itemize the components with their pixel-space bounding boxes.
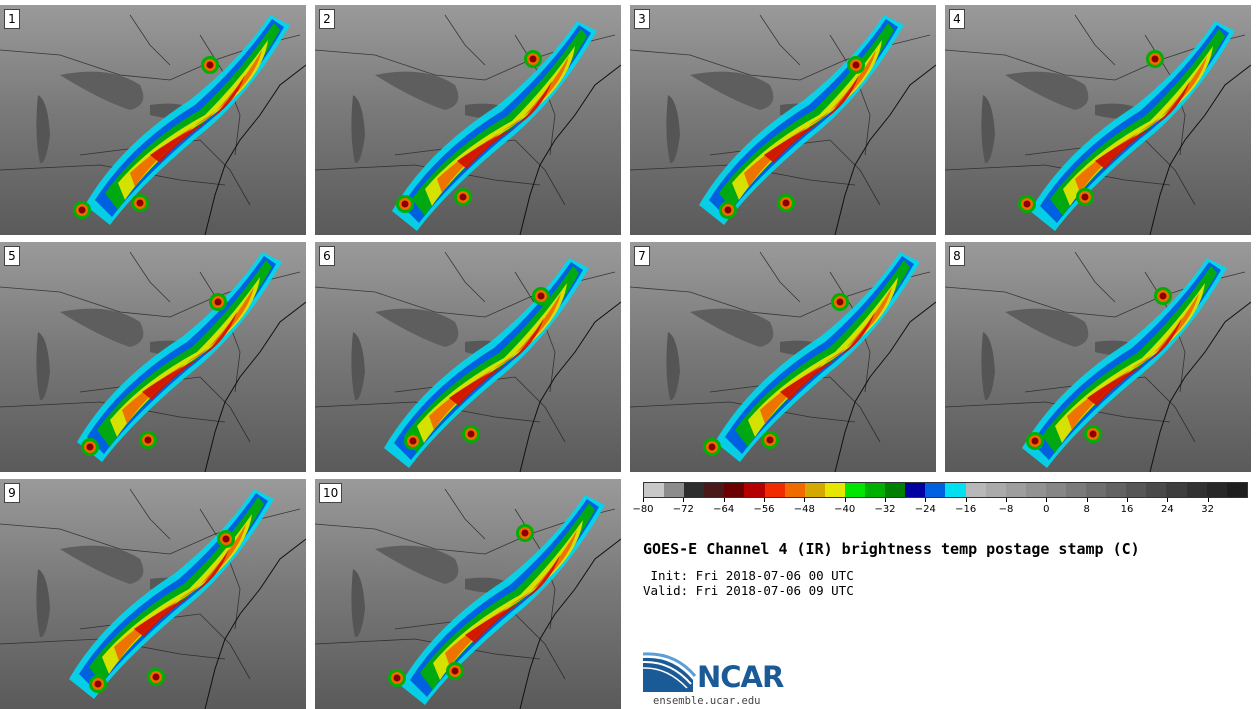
panel-number: 9 xyxy=(4,483,20,503)
colorbar-tick xyxy=(1046,498,1048,502)
postage-stamp-panel: 1 xyxy=(0,5,306,235)
colorbar-tick xyxy=(723,498,725,502)
colorbar-tick-label: −64 xyxy=(713,504,735,515)
panel-number: 8 xyxy=(949,246,965,266)
colorbar-tick-label: 24 xyxy=(1160,504,1174,515)
colorbar-segment xyxy=(945,483,966,497)
colorbar-segment xyxy=(704,483,725,497)
colorbar-segment xyxy=(925,483,946,497)
panel-number: 7 xyxy=(634,246,650,266)
colorbar-tick-label: −8 xyxy=(998,504,1014,515)
colorbar-tick-label: 0 xyxy=(1043,504,1050,515)
ncar-logo-icon xyxy=(643,652,697,692)
colorbar-tick xyxy=(1086,498,1088,502)
postage-stamp-panel: 9 xyxy=(0,479,306,709)
panel-number: 5 xyxy=(4,246,20,266)
panel-number: 10 xyxy=(319,483,343,503)
colorbar-segment xyxy=(724,483,745,497)
panel-number: 4 xyxy=(949,9,965,29)
brightness-temp-map xyxy=(945,242,1251,472)
colorbar-segment xyxy=(1025,483,1046,497)
colorbar-segment xyxy=(1166,483,1187,497)
site-url: ensemble.ucar.edu xyxy=(653,695,761,707)
colorbar-tick-label: 32 xyxy=(1201,504,1215,515)
brightness-temp-map xyxy=(0,479,306,709)
colorbar-tick xyxy=(1127,498,1128,502)
colorbar-tick xyxy=(804,498,806,502)
colorbar-segment xyxy=(1186,483,1207,497)
colorbar-tick-label: −24 xyxy=(914,504,936,515)
colorbar-tick xyxy=(925,498,927,502)
colorbar-tick-label: −32 xyxy=(874,504,896,515)
colorbar-segment xyxy=(744,483,765,497)
brightness-temp-map xyxy=(0,5,306,235)
brightness-temp-map xyxy=(315,242,621,472)
panel-number: 2 xyxy=(319,9,335,29)
brightness-temp-map xyxy=(630,242,936,472)
colorbar-segment xyxy=(844,483,866,497)
colorbar-tick-label: −48 xyxy=(793,504,815,515)
colorbar-tick-label: 16 xyxy=(1120,504,1134,515)
colorbar-tick-label: −80 xyxy=(632,504,654,515)
colorbar-segment xyxy=(804,483,825,497)
colorbar-segment xyxy=(865,483,886,497)
postage-stamp-panel: 4 xyxy=(945,5,1251,235)
valid-time: Valid: Fri 2018-07-06 09 UTC xyxy=(643,583,854,598)
colorbar-tick xyxy=(1167,498,1169,502)
logo-text: NCAR xyxy=(697,660,784,694)
panel-number: 3 xyxy=(634,9,650,29)
brightness-temp-map xyxy=(630,5,936,235)
colorbar-segment xyxy=(664,483,685,497)
colorbar-tick-label: −40 xyxy=(834,504,856,515)
colorbar-tick-label: −16 xyxy=(955,504,977,515)
figure-title: GOES-E Channel 4 (IR) brightness temp po… xyxy=(643,540,1140,558)
colorbar-segment xyxy=(684,483,705,497)
panel-number: 1 xyxy=(4,9,20,29)
colorbar-tick xyxy=(764,498,765,502)
colorbar-tick-label: −56 xyxy=(753,504,775,515)
colorbar-ticks: −80 −72 −64 −56 −48 −40 −32 −24 −16 −8 0 8 16 24 32 xyxy=(632,498,1248,520)
postage-stamp-panel: 2 xyxy=(315,5,621,235)
postage-stamp-panel: 3 xyxy=(630,5,936,235)
colorbar-segment xyxy=(1146,483,1167,497)
postage-stamp-panel: 7 xyxy=(630,242,936,472)
colorbar xyxy=(643,482,1248,498)
panel-number: 6 xyxy=(319,246,335,266)
colorbar-segment xyxy=(824,483,845,497)
postage-stamp-panel: 8 xyxy=(945,242,1251,472)
colorbar-tick-label: −72 xyxy=(672,504,694,515)
colorbar-tick xyxy=(643,498,644,502)
colorbar-tick-label: 8 xyxy=(1083,504,1090,515)
brightness-temp-map xyxy=(0,242,306,472)
postage-stamp-panel: 5 xyxy=(0,242,306,472)
colorbar-segment xyxy=(985,483,1006,497)
brightness-temp-map xyxy=(315,5,621,235)
colorbar-segment xyxy=(905,483,926,497)
colorbar-segment xyxy=(1126,483,1147,497)
init-time: Init: Fri 2018-07-06 00 UTC xyxy=(643,568,854,583)
colorbar-segment xyxy=(965,483,986,497)
colorbar-tick xyxy=(965,498,967,502)
colorbar-tick xyxy=(844,498,846,502)
colorbar-segment xyxy=(885,483,906,497)
postage-stamp-panel: 10 xyxy=(315,479,621,709)
colorbar-segment xyxy=(1005,483,1026,497)
colorbar-tick xyxy=(683,498,685,502)
colorbar-segment xyxy=(644,483,665,497)
colorbar-segment xyxy=(1065,483,1087,497)
colorbar-segment xyxy=(784,483,805,497)
colorbar-segment xyxy=(764,483,785,497)
colorbar-segment xyxy=(1106,483,1127,497)
colorbar-tick xyxy=(1006,498,1007,502)
colorbar-segment xyxy=(1206,483,1227,497)
colorbar-segment xyxy=(1226,483,1247,497)
colorbar-segment xyxy=(1086,483,1107,497)
postage-stamp-panel: 6 xyxy=(315,242,621,472)
colorbar-tick xyxy=(885,498,886,502)
brightness-temp-map xyxy=(945,5,1251,235)
colorbar-tick xyxy=(1207,498,1209,502)
colorbar-segment xyxy=(1045,483,1066,497)
brightness-temp-map xyxy=(315,479,621,709)
